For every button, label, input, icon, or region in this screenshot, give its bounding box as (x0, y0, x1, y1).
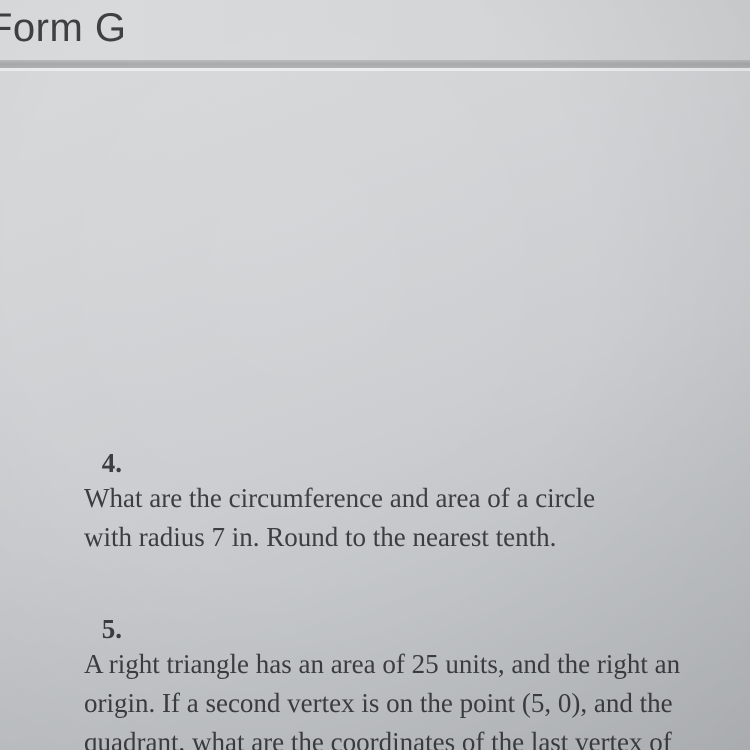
form-title: Form G (0, 6, 127, 51)
header-band: Form G (0, 0, 750, 60)
question-4-number: 4. (84, 448, 122, 479)
question-5-text: A right triangle has an area of 25 units… (84, 645, 724, 750)
question-5-number: 5. (84, 614, 122, 645)
question-5: 5. A right triangle has an area of 25 un… (84, 614, 750, 750)
header-divider-dark (0, 60, 750, 68)
header-divider-light (0, 68, 750, 71)
question-4: 4. What are the circumference and area o… (84, 448, 720, 557)
worksheet-page: Form G 4. What are the circumference and… (0, 0, 750, 750)
question-4-text: What are the circumference and area of a… (84, 479, 674, 557)
